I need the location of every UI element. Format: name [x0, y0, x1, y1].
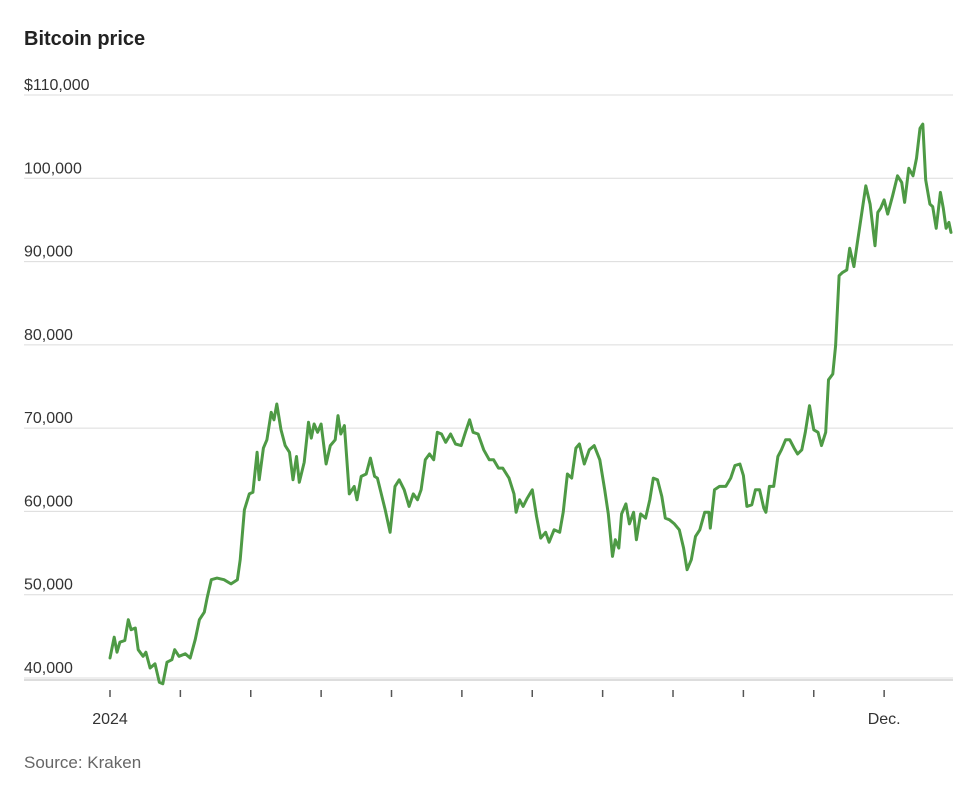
y-tick-label: 50,000 — [24, 577, 73, 594]
y-tick-label: 70,000 — [24, 410, 73, 427]
y-tick-label: 40,000 — [24, 660, 73, 677]
price-line — [108, 122, 953, 686]
y-tick-label: 80,000 — [24, 327, 73, 344]
chart-title: Bitcoin price — [24, 28, 145, 50]
y-tick-label: $110,000 — [24, 77, 90, 94]
x-tick-label: Dec. — [868, 711, 901, 728]
y-tick-label: 60,000 — [24, 493, 73, 510]
y-tick-label: 90,000 — [24, 244, 73, 261]
y-tick-label: 100,000 — [24, 160, 82, 177]
source: Source: Kraken — [24, 753, 141, 772]
x-tick-label: 2024 — [92, 711, 128, 728]
